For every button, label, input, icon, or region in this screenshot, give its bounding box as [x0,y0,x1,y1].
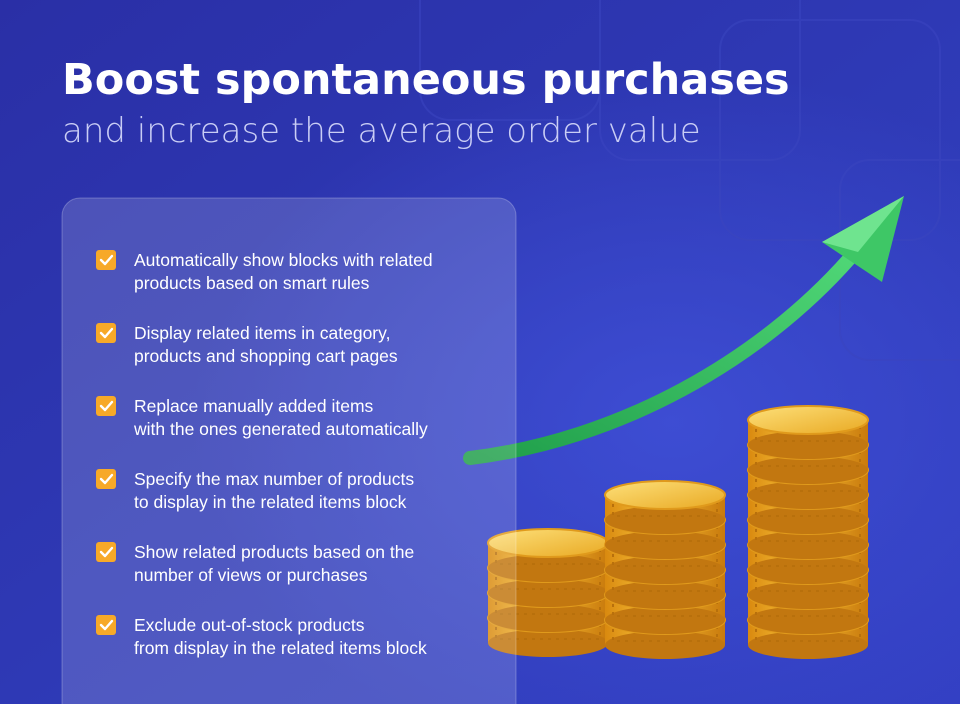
coin-ridges [612,600,718,617]
coin-top [604,480,726,510]
checkbox [96,250,116,270]
feature-text: Display related items in category, [134,323,390,343]
coin-ridges [612,575,718,592]
feature-text: Show related products based on the [134,542,414,562]
coin-bottom [748,506,868,534]
coin-top [747,405,869,435]
feature-text: Specify the max number of products [134,469,414,489]
coin-ridges [612,525,718,542]
checkbox [96,396,116,416]
coin-ridges [495,573,601,590]
feature-text: from display in the related items block [134,638,427,658]
coin-bottom [605,581,725,609]
feature-text: products based on smart rules [134,273,370,293]
check-mark [99,254,114,266]
feature-text: Exclude out-of-stock products [134,615,365,635]
check-mark [99,327,114,339]
coin-bottom [748,431,868,459]
feature-item: Automatically show blocks with related pr… [96,250,433,293]
check-mark [99,619,114,631]
coin-ridges [755,500,861,517]
feature-text: Replace manually added items [134,396,374,416]
check-mark [99,546,114,558]
coin-ridges [755,425,861,442]
coin-ridges [495,598,601,615]
feature-text: products and shopping cart pages [134,346,398,366]
features-panel [61,197,517,704]
coin-bottom [488,629,608,657]
feature-text: number of views or purchases [134,565,368,585]
coin-ridges [755,475,861,492]
coin-ridges [495,548,601,565]
coin-bottom [488,554,608,582]
coin-bottom [488,604,608,632]
coin-ridges [612,550,718,567]
coin-ridges [612,500,718,517]
feature-item: Replace manually added items with the one… [96,396,428,439]
feature-item: Show related products based on the number… [96,542,414,585]
coin-bottom [605,531,725,559]
features-list: Automatically show blocks with related pr… [96,250,433,658]
coin-bottom [605,556,725,584]
coin-ridges [755,450,861,467]
feature-text: to display in the related items block [134,492,407,512]
check-mark [99,473,114,485]
coin-ridges [755,525,861,542]
coin-bottom [748,481,868,509]
title: Boost spontaneous purchases [62,55,790,105]
coin-bottom [748,456,868,484]
checkbox [96,323,116,343]
coin-ridges [495,623,601,640]
coin-stacks [487,405,869,659]
feature-text: Automatically show blocks with related [134,250,433,270]
coin-ridges [755,550,861,567]
feature-text: with the ones generated automatically [133,419,428,439]
coin-bottom [488,579,608,607]
coin-bottom [748,531,868,559]
coin-ridges [755,625,861,642]
checkbox [96,615,116,635]
growth-arrow [463,251,857,465]
feature-item: Display related items in category, produc… [96,323,398,366]
coin-bottom [748,606,868,634]
check-mark [99,400,114,412]
feature-item: Exclude out-of-stock products from displa… [96,615,427,658]
checkbox [96,542,116,562]
arrow-head-highlight [822,196,904,252]
coin-ridges [755,600,861,617]
coin-ridges [755,575,861,592]
coin-bottom [605,506,725,534]
coin-bottom [748,581,868,609]
coin-bottom [605,606,725,634]
coin-bottom [605,631,725,659]
coin-ridges [612,625,718,642]
checkbox [96,469,116,489]
coin-bottom [748,556,868,584]
feature-item: Specify the max number of products to dis… [96,469,414,512]
subtitle: and increase the average order value [62,111,701,151]
coin-bottom [748,631,868,659]
